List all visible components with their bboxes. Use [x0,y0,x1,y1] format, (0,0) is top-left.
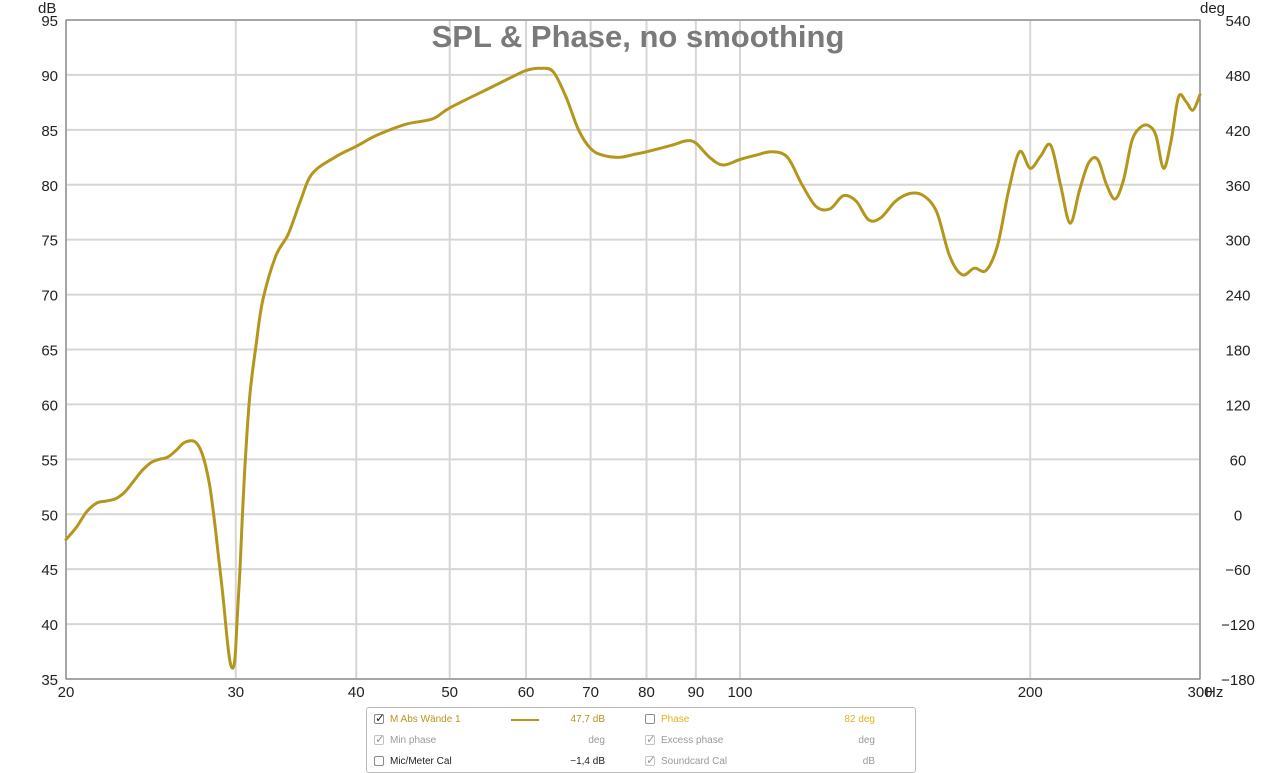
y2-tick-label: 120 [1225,397,1250,414]
min-phase-checkbox[interactable] [374,732,385,746]
right-axis-ticks: −180 −120 −60 0 60 120 180 240 300 360 420 480 540 [1221,13,1255,689]
x-axis-unit: Hz [1205,684,1223,701]
y2-tick-label: 300 [1225,233,1250,250]
y2-tick-label: 420 [1225,123,1250,140]
x-tick-label: 200 [1018,684,1043,701]
y-tick-label: 75 [41,233,58,250]
y2-tick-label: 540 [1225,13,1250,30]
y2-tick-label: 0 [1234,507,1242,524]
min-phase-value: deg [588,735,605,746]
phase-checkbox[interactable] [645,714,655,724]
x-tick-label: 70 [582,684,599,701]
right-axis-unit: deg [1200,0,1225,17]
soundcard-cal-value: dB [862,756,875,767]
legend-row-measurement[interactable]: M Abs Wände 1 [374,710,461,728]
legend-panel: M Abs Wände 1 47,7 dB Min phase deg Mic/… [366,707,916,773]
phase-label: Phase [661,713,690,725]
x-tick-label: 60 [518,684,535,701]
x-tick-label: 80 [638,684,655,701]
x-tick-label: 90 [687,684,704,701]
y2-tick-label: 240 [1225,288,1250,305]
excess-phase-label: Excess phase [661,734,724,746]
left-axis-ticks: 35 40 45 50 55 60 65 70 75 80 85 90 95 [41,13,58,689]
left-axis-unit: dB [38,0,56,17]
y-tick-label: 90 [41,68,58,85]
legend-row-soundcard-cal[interactable]: Soundcard Cal [645,752,727,770]
series-line-m-abs-waende-1 [64,66,1202,670]
measurement-value: 47,7 dB [570,714,605,725]
mic-meter-cal-value: −1,4 dB [570,756,605,767]
y-tick-label: 80 [41,178,58,195]
y2-tick-label: −180 [1221,672,1255,689]
series-layer [64,66,1202,670]
soundcard-cal-label: Soundcard Cal [661,755,728,767]
y-tick-label: 65 [41,343,58,360]
y-tick-label: 95 [41,13,58,30]
y-tick-label: 55 [41,452,58,469]
y-tick-label: 45 [41,562,58,579]
legend-row-min-phase[interactable]: Min phase [374,731,436,749]
mic-meter-cal-checkbox[interactable] [374,756,384,766]
y2-tick-label: 180 [1225,343,1250,360]
measurement-checkbox[interactable] [374,711,385,725]
y-tick-label: 85 [41,123,58,140]
x-tick-label: 300 [1187,684,1212,701]
phase-value: 82 deg [844,714,875,725]
x-axis-ticks: 20 30 40 50 60 70 80 90 100 200 300 [58,684,1213,701]
min-phase-label: Min phase [390,734,437,746]
excess-phase-value: deg [858,735,875,746]
measurement-label: M Abs Wände 1 [390,713,461,725]
y2-tick-label: 480 [1225,68,1250,85]
chart-title: SPL & Phase, no smoothing [432,19,845,54]
y-tick-label: 70 [41,288,58,305]
y-tick-label: 35 [41,672,58,689]
x-tick-label: 20 [58,684,75,701]
mic-meter-cal-label: Mic/Meter Cal [390,755,452,767]
spl-phase-chart: 35 40 45 50 55 60 65 70 75 80 85 90 95 −180 −120 −60 0 6… [38,0,1255,701]
excess-phase-checkbox[interactable] [645,732,656,746]
y-tick-label: 60 [41,397,58,414]
soundcard-cal-checkbox[interactable] [645,753,656,767]
x-tick-label: 40 [348,684,365,701]
legend-row-phase[interactable]: Phase [645,710,689,728]
y2-tick-label: 60 [1230,452,1247,469]
y-tick-label: 40 [41,617,58,634]
y2-tick-label: −120 [1221,617,1255,634]
y2-tick-label: −60 [1225,562,1250,579]
y2-tick-label: 360 [1225,178,1250,195]
y-tick-label: 50 [41,507,58,524]
legend-row-excess-phase[interactable]: Excess phase [645,731,723,749]
plot-grid [65,19,1201,680]
x-tick-label: 30 [227,684,244,701]
legend-row-mic-meter-cal[interactable]: Mic/Meter Cal [374,752,452,770]
x-tick-label: 50 [441,684,458,701]
x-tick-label: 100 [727,684,752,701]
plot-frame [65,19,1201,680]
measurement-color-swatch [511,719,539,721]
